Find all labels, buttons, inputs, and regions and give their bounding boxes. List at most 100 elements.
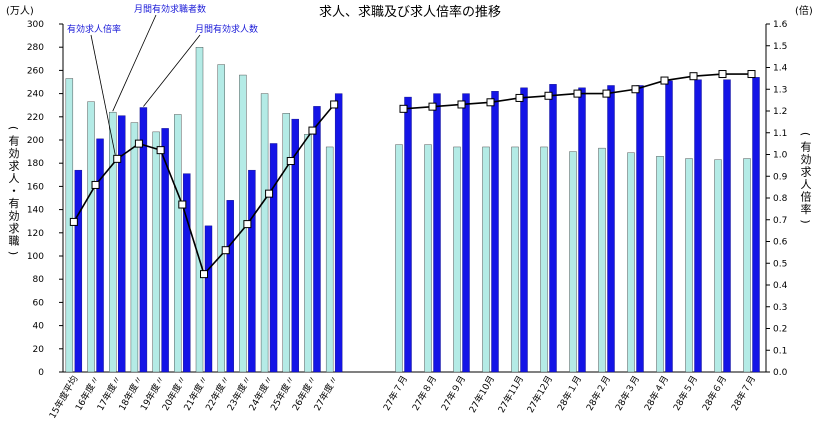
bar-job-seekers xyxy=(685,158,693,373)
ratio-marker xyxy=(515,93,524,102)
bar-job-offers xyxy=(74,169,83,373)
bar-job-offers xyxy=(226,200,234,373)
ratio-marker xyxy=(689,72,698,81)
right-tick-label: 0.6 xyxy=(773,238,788,248)
bar-job-offers xyxy=(723,79,731,373)
right-tick-label: 1.2 xyxy=(773,107,787,117)
right-tick-label: 1.6 xyxy=(773,20,788,30)
bar-job-offers xyxy=(291,118,299,373)
category-label: 27年７月 xyxy=(380,374,410,413)
bar-job-offers xyxy=(334,93,343,373)
right-axis-title: 効 xyxy=(801,152,812,166)
category-label: 15年度平均 xyxy=(46,374,80,421)
left-axis-title: 効 xyxy=(9,146,20,160)
ratio-marker xyxy=(486,98,495,107)
bar-job-offers xyxy=(607,85,615,373)
right-axis-title: 有 xyxy=(801,140,812,154)
bar-job-offers xyxy=(404,96,412,373)
right-tick-label: 1.4 xyxy=(773,64,788,74)
bar-job-seekers xyxy=(109,111,117,373)
ratio-marker xyxy=(221,246,230,255)
ratio-marker xyxy=(457,100,466,109)
bar-job-offers xyxy=(269,143,278,373)
right-tick-label: 0.9 xyxy=(773,172,788,182)
ratio-marker xyxy=(286,157,295,166)
annotation-leader-line xyxy=(112,14,157,112)
category-label: 28年２月 xyxy=(583,374,613,413)
annotation-label: 月間有効求職者数 xyxy=(134,3,206,15)
right-tick-label: 1.1 xyxy=(773,129,787,139)
left-tick-label: 0 xyxy=(38,368,44,378)
bar-job-seekers xyxy=(325,146,334,373)
ratio-marker xyxy=(113,154,122,163)
category-label: 28年７月 xyxy=(728,374,758,413)
bar-job-seekers xyxy=(743,158,751,373)
ratio-marker xyxy=(265,189,274,198)
bar-job-seekers xyxy=(598,147,606,373)
right-tick-label: 0.3 xyxy=(773,303,787,313)
bar-job-seekers xyxy=(627,152,635,373)
annotation-label: 有効求人倍率 xyxy=(67,23,121,35)
bar-job-seekers xyxy=(424,144,432,373)
annotation-leader-line xyxy=(143,34,201,107)
left-tick-label: 280 xyxy=(27,43,44,53)
left-tick-label: 260 xyxy=(27,66,44,76)
bar-job-seekers xyxy=(260,93,269,373)
bar-job-offers xyxy=(96,138,104,373)
bar-job-offers xyxy=(139,107,148,373)
bar-job-offers xyxy=(636,85,644,373)
bar-job-seekers xyxy=(511,146,519,373)
right-tick-label: 0.8 xyxy=(773,194,788,204)
ratio-marker xyxy=(428,102,437,111)
bar-job-offers xyxy=(665,80,673,373)
left-axis-unit: (万人) xyxy=(6,5,34,17)
ratio-marker xyxy=(91,180,100,189)
bar-job-offers xyxy=(491,91,499,373)
right-tick-label: 0.0 xyxy=(773,368,788,378)
bar-job-offers xyxy=(520,87,528,373)
ratio-marker xyxy=(243,220,252,229)
right-tick-label: 0.7 xyxy=(773,216,787,226)
bar-job-seekers xyxy=(130,122,139,373)
ratio-marker xyxy=(544,91,553,100)
bar-job-seekers xyxy=(714,159,722,373)
left-tick-label: 240 xyxy=(27,90,44,100)
bar-job-seekers xyxy=(540,146,548,373)
category-label: 27年９月 xyxy=(438,374,468,413)
bar-job-offers xyxy=(462,93,470,373)
left-axis-title: 求 xyxy=(9,160,20,173)
bar-job-seekers xyxy=(304,133,312,373)
right-tick-label: 0.1 xyxy=(773,346,787,356)
bar-job-seekers xyxy=(395,144,403,373)
ratio-marker xyxy=(573,89,582,98)
category-label: 28年３月 xyxy=(612,374,642,413)
left-tick-label: 180 xyxy=(27,159,44,169)
left-axis-title: 人 xyxy=(9,172,20,185)
bar-job-seekers xyxy=(152,131,160,373)
left-tick-label: 60 xyxy=(33,298,45,308)
ratio-marker xyxy=(200,270,208,279)
bar-job-seekers xyxy=(282,113,290,373)
right-tick-label: 1.0 xyxy=(773,151,788,161)
right-tick-label: 0.5 xyxy=(773,259,787,269)
bar-job-offers xyxy=(313,106,321,373)
ratio-marker xyxy=(330,100,339,109)
category-label: 27年10月 xyxy=(466,374,497,415)
ratio-marker xyxy=(178,200,187,209)
right-axis-title: ) xyxy=(799,219,812,223)
left-tick-label: 200 xyxy=(27,136,44,146)
bar-job-offers xyxy=(752,77,760,373)
ratio-marker xyxy=(631,85,640,94)
bar-job-seekers xyxy=(195,47,204,373)
left-axis-title: ( xyxy=(7,126,20,130)
category-label: 27年12月 xyxy=(524,374,555,415)
right-tick-label: 1.3 xyxy=(773,85,787,95)
right-axis-title: 求 xyxy=(801,166,812,179)
left-tick-label: 40 xyxy=(33,322,45,332)
category-label: 28年６月 xyxy=(699,374,729,413)
category-label: 28年４月 xyxy=(641,374,671,413)
ratio-marker xyxy=(134,139,143,148)
left-tick-label: 80 xyxy=(33,275,45,285)
left-tick-label: 20 xyxy=(33,345,45,355)
